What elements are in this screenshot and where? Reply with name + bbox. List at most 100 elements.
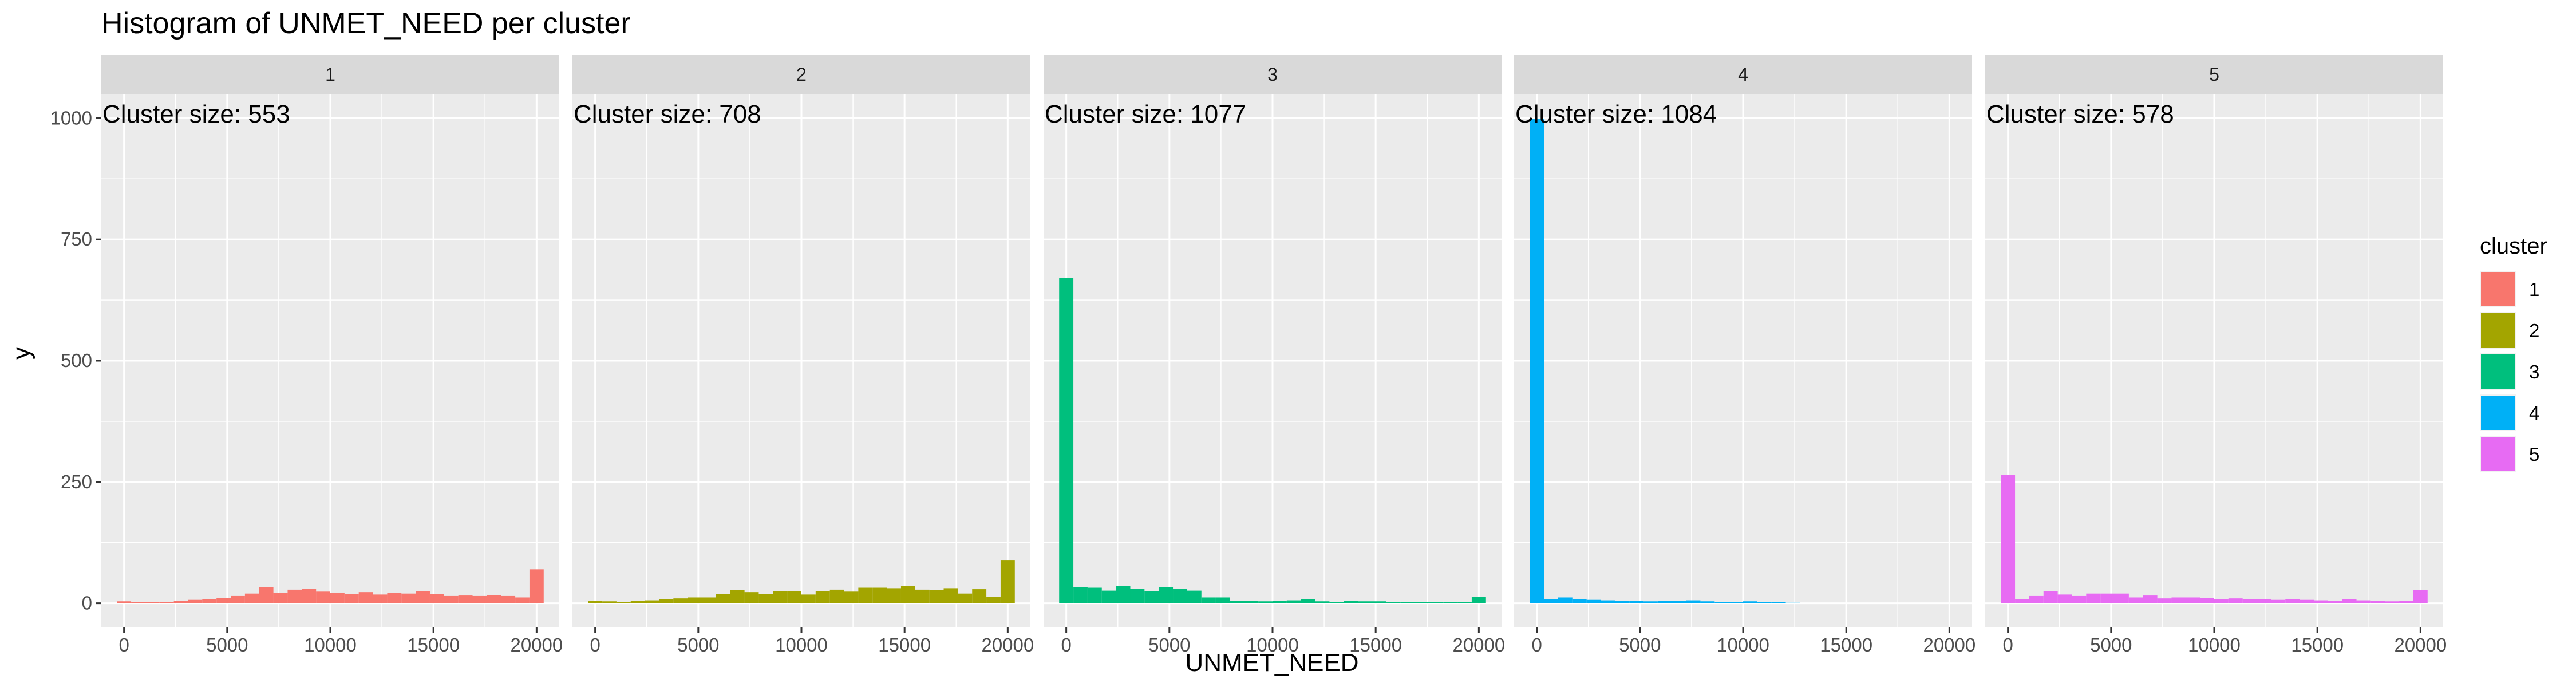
histogram-bar (1144, 591, 1159, 603)
histogram-bar (1344, 601, 1358, 603)
histogram-bar (659, 599, 674, 603)
x-axis-title: UNMET_NEED (1185, 649, 1358, 677)
histogram-bar (117, 601, 132, 603)
histogram-bar (815, 591, 830, 603)
x-tick-label: 0 (1061, 634, 1071, 656)
histogram-bar (330, 592, 345, 603)
histogram-bar (1572, 599, 1587, 603)
histogram-bar (758, 594, 773, 603)
histogram-bar (1315, 601, 1330, 603)
facet-strip (101, 55, 559, 94)
y-tick-label: 250 (61, 471, 92, 492)
facet-panel-4: 4 Cluster size: 1084 0 5000 10000 15000 20000 (1514, 55, 1976, 656)
histogram-bar (1443, 602, 1458, 603)
legend-item-2: 2 (2480, 312, 2539, 349)
histogram-bar (673, 598, 688, 603)
histogram-bar (2057, 594, 2072, 603)
histogram-bar (1101, 590, 1116, 603)
histogram-bar (358, 592, 373, 603)
x-tick-label: 15000 (1349, 634, 1402, 656)
histogram-bar (773, 591, 788, 603)
histogram-bar (2271, 599, 2286, 603)
y-tick-label: 0 (82, 593, 92, 614)
histogram-bar (1429, 602, 1444, 603)
facet-panel-5: 5 Cluster size: 578 0 5000 10000 15000 20000 (1985, 55, 2447, 656)
histogram-bar (1329, 602, 1344, 603)
histogram-bar (1629, 601, 1644, 603)
legend-item-1: 1 (2480, 271, 2539, 307)
histogram-bar (1244, 601, 1259, 603)
histogram-bar (688, 597, 702, 603)
histogram-bar (515, 597, 530, 603)
histogram-bar (344, 594, 359, 603)
histogram-bar (730, 590, 745, 603)
histogram-bar (188, 599, 203, 603)
facet-strip-label: 4 (1738, 64, 1748, 85)
histogram-bar (2285, 599, 2300, 603)
histogram-bar (1530, 119, 1544, 603)
x-tick-label: 15000 (1820, 634, 1872, 656)
histogram-bar (1729, 602, 1743, 603)
histogram-bar (1273, 601, 1287, 603)
histogram-bar (231, 595, 245, 603)
histogram-bar (1558, 597, 1573, 603)
legend-item-5: 5 (2480, 436, 2539, 472)
histogram-bar (444, 595, 459, 603)
legend-swatch (2481, 272, 2515, 306)
y-axis-title: y (7, 347, 35, 360)
facet-panel-2: 2 Cluster size: 708 0 5000 10000 15000 20000 (572, 55, 1034, 656)
histogram-bar (216, 598, 231, 603)
facet-panel-3: 3 Cluster size: 1077 0 5000 10000 15000 20000 (1044, 55, 1505, 656)
legend-swatch (2481, 437, 2515, 471)
x-tick-label: 0 (2002, 634, 2013, 656)
histogram-bar (1615, 601, 1630, 603)
histogram-bar (202, 599, 217, 603)
x-tick-label: 0 (590, 634, 600, 656)
histogram-bar (273, 592, 288, 603)
histogram-bar (2072, 595, 2087, 603)
histogram-bar (316, 591, 330, 603)
histogram-bar (259, 587, 274, 603)
x-tick-label: 15000 (407, 634, 460, 656)
legend-label: 1 (2529, 279, 2539, 300)
histogram-bar (2029, 595, 2044, 603)
histogram-bar (1714, 602, 1729, 603)
histogram-bar (958, 593, 973, 603)
histogram-bar (1301, 599, 1315, 603)
histogram-bar (287, 589, 302, 603)
x-tick-label: 5000 (1619, 634, 1661, 656)
histogram-bar (1672, 601, 1686, 603)
x-tick-label: 20000 (510, 634, 563, 656)
histogram-bar (602, 601, 617, 603)
histogram-bar (2043, 591, 2058, 603)
x-tick-label: 10000 (1717, 634, 1769, 656)
histogram-bar (1400, 602, 1415, 603)
histogram-bar (1116, 586, 1131, 603)
histogram-bar (2242, 599, 2257, 603)
cluster-size-annotation: Cluster size: 708 (574, 100, 761, 128)
facet-strip-label: 5 (2209, 64, 2219, 85)
legend-swatch (2481, 354, 2515, 389)
histogram-bar (2214, 599, 2229, 603)
legend-label: 2 (2529, 320, 2539, 341)
histogram-bar (2200, 598, 2214, 603)
legend-swatch (2481, 313, 2515, 348)
histogram-bar (1258, 601, 1273, 603)
histogram-bar (2370, 601, 2385, 603)
histogram-bar (1544, 599, 1558, 603)
histogram-bar (1286, 600, 1301, 603)
histogram-bar (1201, 597, 1216, 603)
facet-strip (1985, 55, 2443, 94)
histogram-bar (588, 601, 603, 603)
histogram-bar (2300, 599, 2314, 603)
histogram-bar (744, 592, 759, 603)
histogram-bar (943, 588, 958, 603)
legend-item-4: 4 (2480, 394, 2539, 431)
histogram-bar (2143, 595, 2158, 603)
histogram-bar (929, 590, 944, 603)
legend: cluster 1 2 3 4 5 (2480, 234, 2547, 472)
y-tick-label: 750 (61, 228, 92, 250)
histogram-bar (2328, 601, 2342, 603)
x-tick-label: 5000 (1148, 634, 1190, 656)
facet-strip (572, 55, 1030, 94)
